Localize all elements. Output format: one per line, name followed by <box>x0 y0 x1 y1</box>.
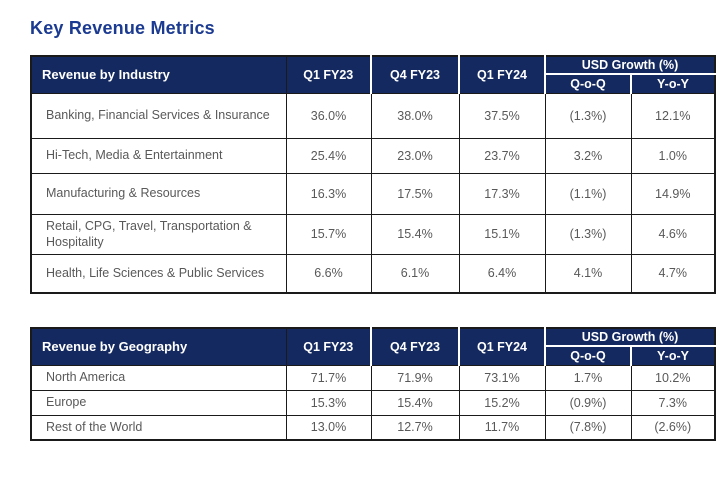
value-cell: 4.1% <box>544 253 632 294</box>
row-label: Manufacturing & Resources <box>30 172 287 215</box>
value-cell: 1.0% <box>630 137 716 174</box>
value-cell: (1.3%) <box>544 213 632 255</box>
industry-table-header: Revenue by Industry Q1 FY23 Q4 FY23 Q1 F… <box>31 56 715 93</box>
value-cell: 6.6% <box>285 253 372 294</box>
table-row: Europe 15.3% 15.4% 15.2% (0.9%) 7.3% <box>30 389 716 416</box>
row-label: Banking, Financial Services & Insurance <box>30 92 287 139</box>
value-cell: (2.6%) <box>630 414 716 441</box>
value-cell: 6.1% <box>370 253 460 294</box>
row-label: Europe <box>30 389 287 416</box>
value-cell: 4.6% <box>630 213 716 255</box>
value-cell: 7.3% <box>630 389 716 416</box>
col-header-yoy: Y-o-Y <box>630 74 715 93</box>
col-header-qoq: Q-o-Q <box>544 346 631 365</box>
row-label: North America <box>30 364 287 391</box>
value-cell: (0.9%) <box>544 389 632 416</box>
value-cell: 25.4% <box>285 137 372 174</box>
value-cell: 15.4% <box>370 389 460 416</box>
value-cell: 11.7% <box>458 414 546 441</box>
col-header-qoq: Q-o-Q <box>544 74 631 93</box>
revenue-by-industry-table: Revenue by Industry Q1 FY23 Q4 FY23 Q1 F… <box>30 55 716 294</box>
value-cell: 12.7% <box>370 414 460 441</box>
value-cell: 38.0% <box>370 92 460 139</box>
value-cell: 23.7% <box>458 137 546 174</box>
col-header-usd-growth: USD Growth (%) <box>544 56 715 75</box>
geography-header-label: Revenue by Geography <box>31 328 286 365</box>
value-cell: 1.7% <box>544 364 632 391</box>
value-cell: 13.0% <box>285 414 372 441</box>
value-cell: 73.1% <box>458 364 546 391</box>
table-row: Manufacturing & Resources 16.3% 17.5% 17.3%… <box>30 172 716 215</box>
value-cell: 14.9% <box>630 172 716 215</box>
col-header-q4fy23: Q4 FY23 <box>370 56 459 93</box>
col-header-q1fy23: Q1 FY23 <box>285 56 371 93</box>
table-row: North America 71.7% 71.9% 73.1% 1.7% 10.2% <box>30 364 716 391</box>
value-cell: 6.4% <box>458 253 546 294</box>
row-label: Retail, CPG, Travel, Transportation & Ho… <box>30 213 287 255</box>
row-label: Rest of the World <box>30 414 287 441</box>
value-cell: 15.3% <box>285 389 372 416</box>
value-cell: 12.1% <box>630 92 716 139</box>
value-cell: 23.0% <box>370 137 460 174</box>
row-label: Hi-Tech, Media & Entertainment <box>30 137 287 174</box>
table-row: Retail, CPG, Travel, Transportation & Ho… <box>30 213 716 255</box>
table-row: Rest of the World 13.0% 12.7% 11.7% (7.8%) (2… <box>30 414 716 441</box>
value-cell: (1.1%) <box>544 172 632 215</box>
col-header-q1fy24: Q1 FY24 <box>458 328 545 365</box>
table-row: Health, Life Sciences & Public Services 6… <box>30 253 716 294</box>
col-header-yoy: Y-o-Y <box>630 346 715 365</box>
value-cell: 15.2% <box>458 389 546 416</box>
col-header-q1fy23: Q1 FY23 <box>285 328 371 365</box>
col-header-usd-growth: USD Growth (%) <box>544 328 715 347</box>
value-cell: 10.2% <box>630 364 716 391</box>
value-cell: (1.3%) <box>544 92 632 139</box>
industry-table-body: Banking, Financial Services & Insurance 3… <box>30 92 716 294</box>
value-cell: 71.7% <box>285 364 372 391</box>
page: Key Revenue Metrics Revenue by Industry … <box>0 18 728 479</box>
table-row: Banking, Financial Services & Insurance 3… <box>30 92 716 139</box>
value-cell: 37.5% <box>458 92 546 139</box>
col-header-q1fy24: Q1 FY24 <box>458 56 545 93</box>
value-cell: 71.9% <box>370 364 460 391</box>
table-row: Hi-Tech, Media & Entertainment 25.4% 23.0%… <box>30 137 716 174</box>
value-cell: 16.3% <box>285 172 372 215</box>
industry-header-label: Revenue by Industry <box>31 56 286 93</box>
value-cell: 36.0% <box>285 92 372 139</box>
col-header-q4fy23: Q4 FY23 <box>370 328 459 365</box>
value-cell: 17.3% <box>458 172 546 215</box>
value-cell: 17.5% <box>370 172 460 215</box>
value-cell: 3.2% <box>544 137 632 174</box>
value-cell: 15.1% <box>458 213 546 255</box>
value-cell: (7.8%) <box>544 414 632 441</box>
value-cell: 15.7% <box>285 213 372 255</box>
value-cell: 4.7% <box>630 253 716 294</box>
value-cell: 15.4% <box>370 213 460 255</box>
geography-table-header: Revenue by Geography Q1 FY23 Q4 FY23 Q1 … <box>31 328 715 365</box>
row-label: Health, Life Sciences & Public Services <box>30 253 287 294</box>
geography-table-body: North America 71.7% 71.9% 73.1% 1.7% 10.2% Eur… <box>30 364 716 441</box>
revenue-by-geography-table: Revenue by Geography Q1 FY23 Q4 FY23 Q1 … <box>30 327 716 441</box>
page-title: Key Revenue Metrics <box>30 18 215 38</box>
